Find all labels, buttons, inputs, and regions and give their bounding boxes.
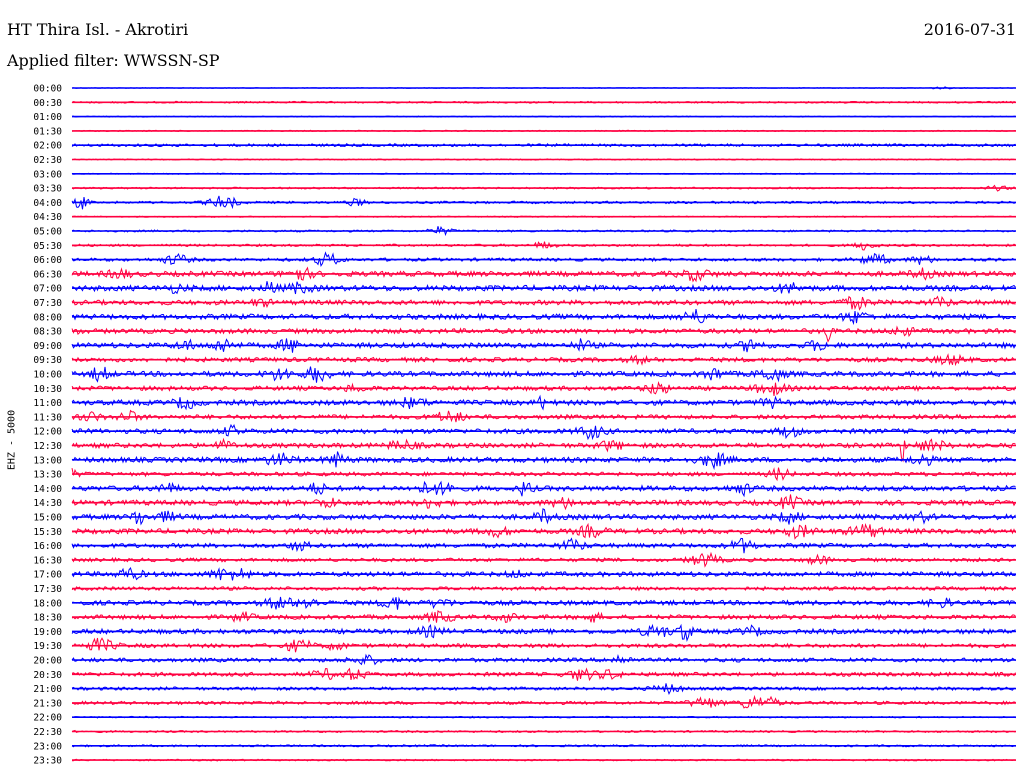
trace-line — [71, 381, 1016, 396]
time-label: 18:30 — [33, 613, 62, 624]
time-label: 13:00 — [33, 455, 62, 466]
time-label: 18:00 — [33, 598, 62, 609]
time-label: 09:30 — [33, 355, 62, 366]
time-label: 01:00 — [33, 112, 62, 123]
time-label: 02:30 — [33, 155, 62, 166]
time-label: 23:00 — [33, 741, 62, 752]
time-label: 03:00 — [33, 169, 62, 180]
trace-line — [71, 623, 1016, 642]
time-label: 06:00 — [33, 255, 62, 266]
time-label: 08:30 — [33, 327, 62, 338]
trace-line — [71, 637, 1016, 653]
time-label: 00:00 — [33, 84, 62, 95]
time-label: 05:30 — [33, 241, 62, 252]
time-label: 03:30 — [33, 184, 62, 195]
time-label: 07:00 — [33, 284, 62, 295]
trace-line — [71, 309, 1016, 326]
time-label: 22:30 — [33, 727, 62, 738]
time-label: 23:30 — [33, 756, 62, 767]
time-label: 00:30 — [33, 98, 62, 109]
station-title: HT Thira Isl. - Akrotiri — [7, 20, 189, 39]
time-label: 10:30 — [33, 384, 62, 395]
trace-line — [71, 437, 1016, 463]
time-label: 17:00 — [33, 570, 62, 581]
time-label: 14:30 — [33, 498, 62, 509]
time-label: 11:00 — [33, 398, 62, 409]
time-label: 09:00 — [33, 341, 62, 352]
time-label: 04:00 — [33, 198, 62, 209]
time-label: 19:00 — [33, 627, 62, 638]
time-label: 08:00 — [33, 312, 62, 323]
time-label: 12:00 — [33, 427, 62, 438]
time-label: 13:30 — [33, 470, 62, 481]
time-label: 21:30 — [33, 698, 62, 709]
time-label: 21:00 — [33, 684, 62, 695]
time-label: 16:30 — [33, 555, 62, 566]
time-label: 04:30 — [33, 212, 62, 223]
time-label: 10:00 — [33, 370, 62, 381]
time-label: 07:30 — [33, 298, 62, 309]
filter-label: Applied filter: WWSSN-SP — [7, 51, 220, 70]
time-label: 15:00 — [33, 513, 62, 524]
time-label: 02:00 — [33, 141, 62, 152]
time-label: 05:00 — [33, 227, 62, 238]
trace-line — [71, 325, 1016, 343]
time-label: 11:30 — [33, 412, 62, 423]
time-label: 22:00 — [33, 713, 62, 724]
date-label: 2016-07-31 — [923, 20, 1016, 39]
time-label: 20:30 — [33, 670, 62, 681]
time-label: 12:30 — [33, 441, 62, 452]
time-label: 17:30 — [33, 584, 62, 595]
trace-line — [71, 667, 1016, 682]
trace-line — [71, 494, 1016, 511]
time-label: 19:30 — [33, 641, 62, 652]
time-label: 20:00 — [33, 656, 62, 667]
time-label: 06:30 — [33, 269, 62, 280]
time-label: 01:30 — [33, 126, 62, 137]
time-label: 14:00 — [33, 484, 62, 495]
time-label: 15:30 — [33, 527, 62, 538]
time-label: 16:00 — [33, 541, 62, 552]
